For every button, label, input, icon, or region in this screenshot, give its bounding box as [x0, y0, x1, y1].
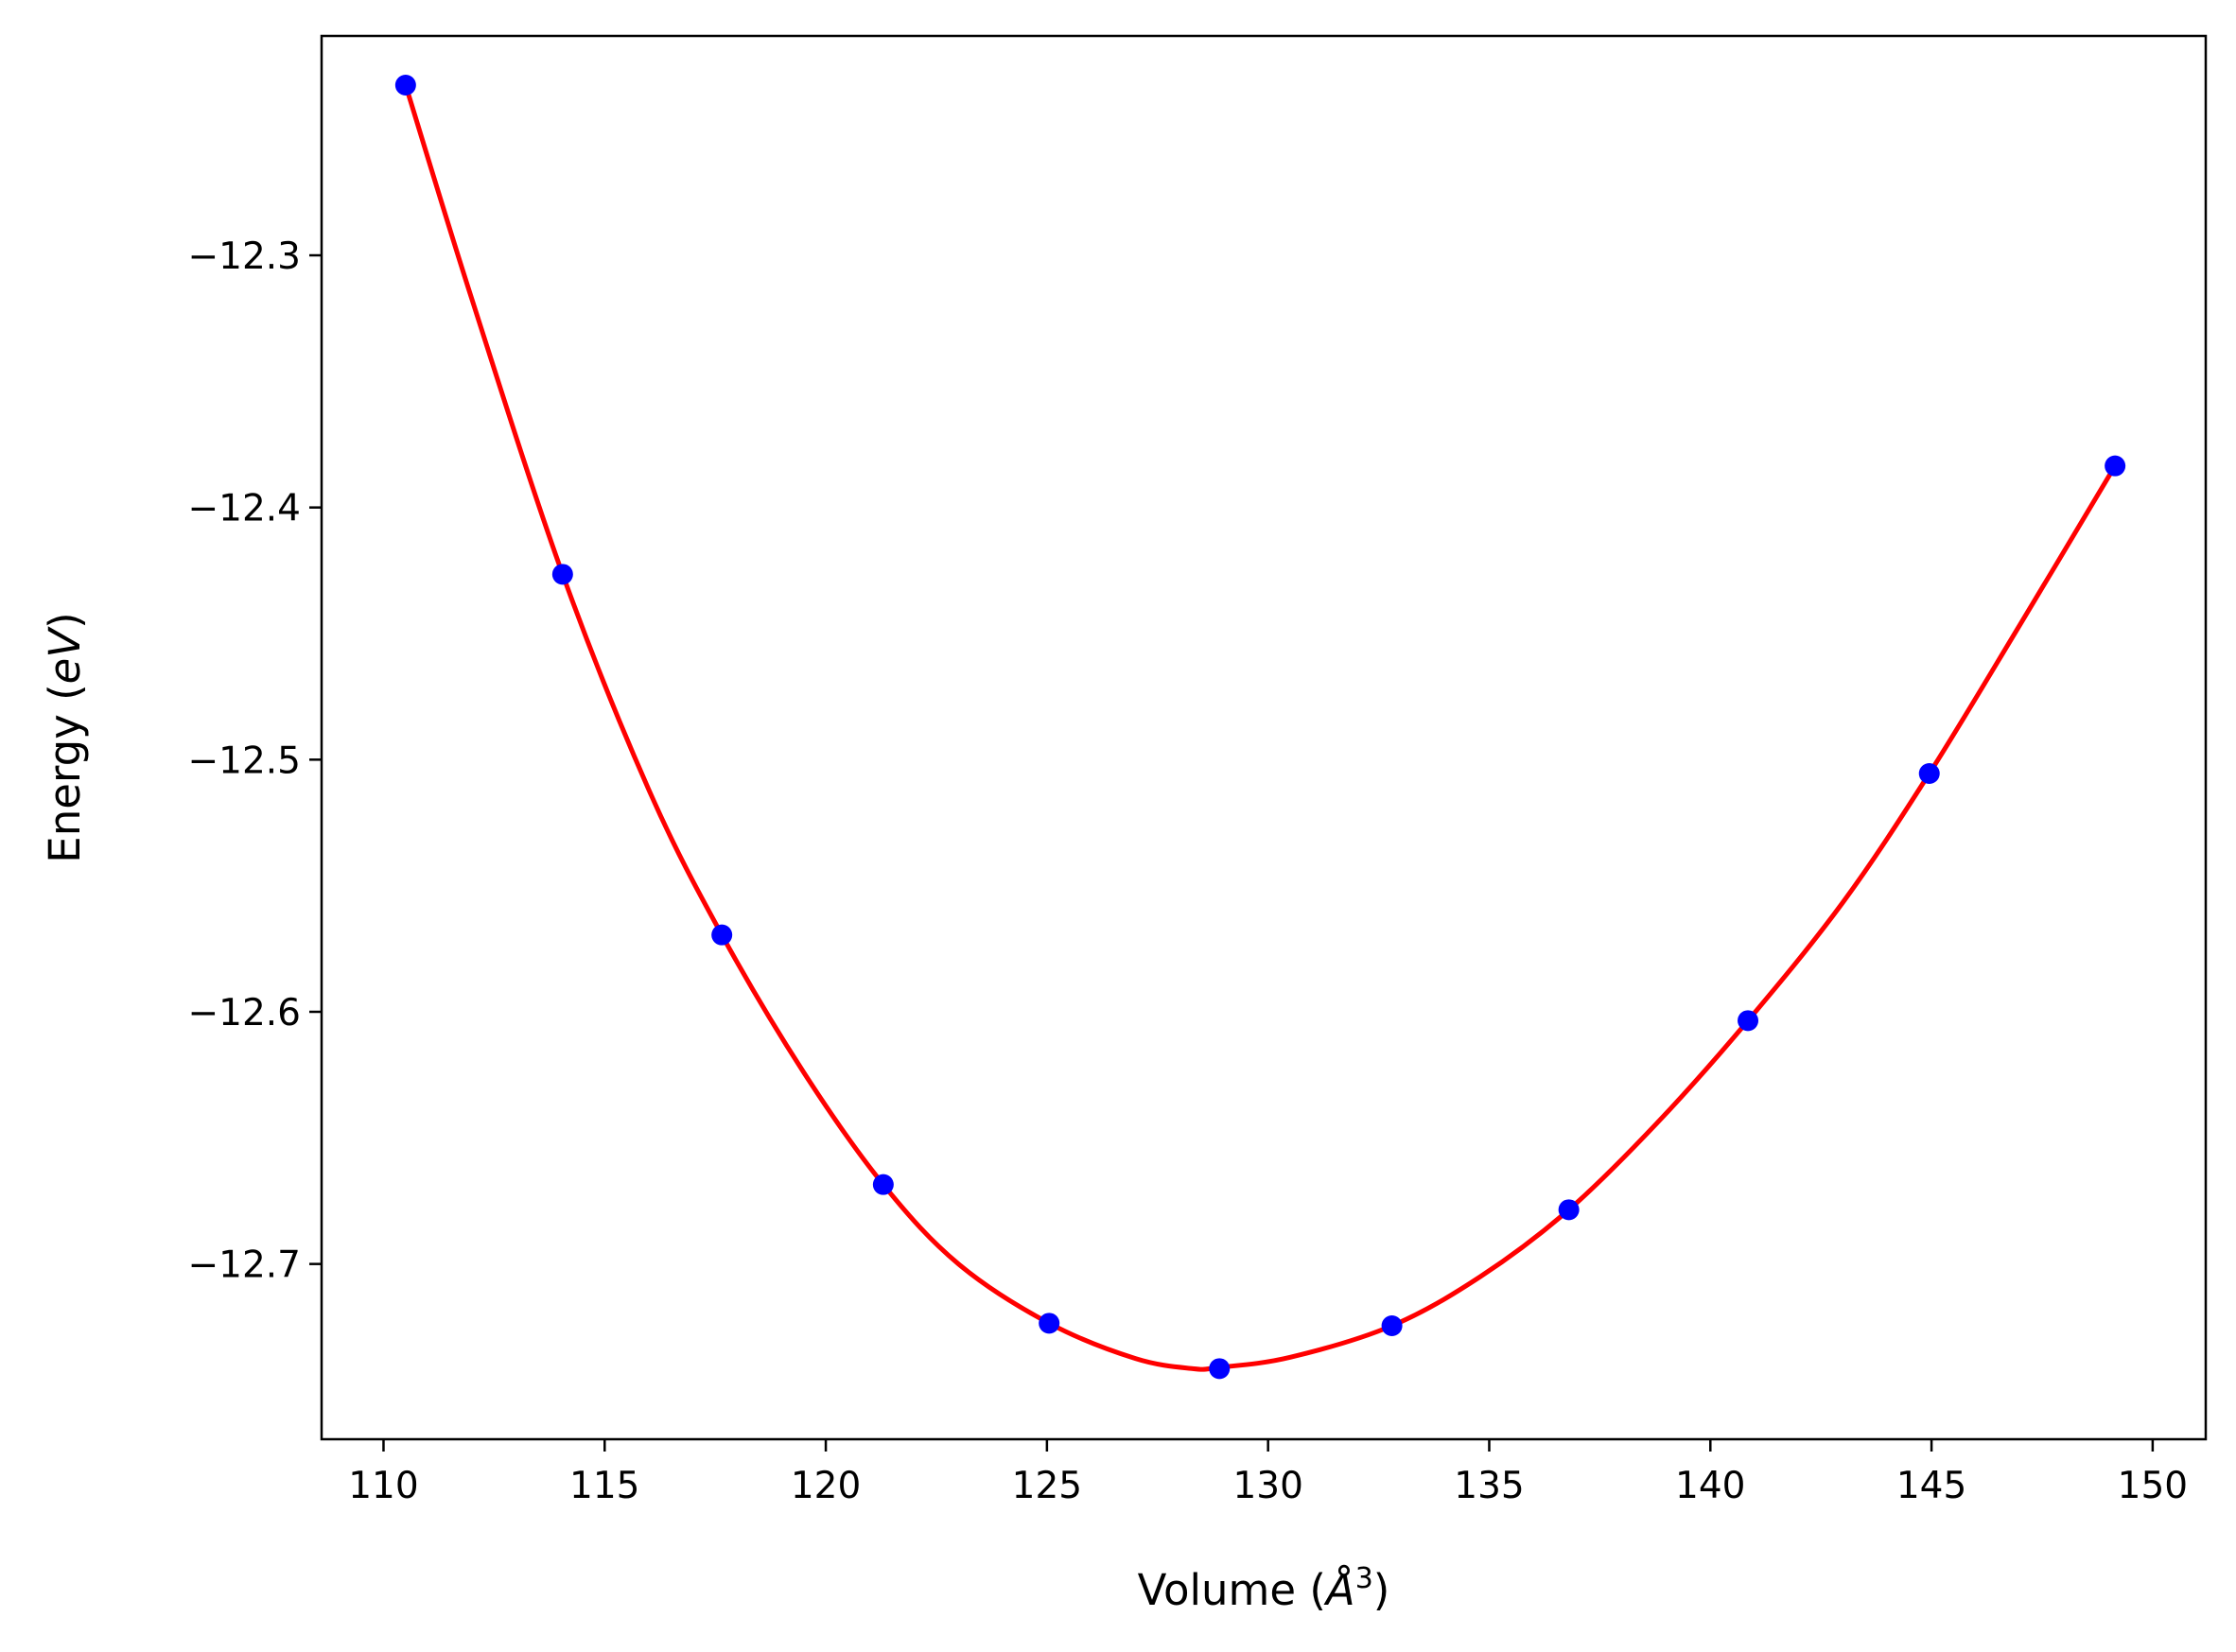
data-point [1918, 763, 1940, 784]
x-tick-label: 145 [1896, 1465, 1966, 1507]
x-tick-label: 115 [569, 1465, 639, 1507]
x-tick-label: 120 [791, 1465, 861, 1507]
data-point [1209, 1358, 1231, 1380]
x-tick-label: 135 [1454, 1465, 1524, 1507]
y-tick-label: −12.3 [187, 235, 301, 278]
y-axis-label-text: Energy ( [40, 684, 90, 862]
x-axis-label-close: ) [1373, 1565, 1390, 1615]
y-tick-label: −12.7 [187, 1244, 301, 1287]
x-tick-label: 125 [1012, 1465, 1082, 1507]
x-tick-label: 130 [1232, 1465, 1302, 1507]
x-tick-label: 110 [348, 1465, 418, 1507]
x-axis-label-symbol: Å [1323, 1565, 1355, 1615]
data-point [711, 924, 733, 946]
y-axis-ticks: −12.3 −12.4 −12.5 −12.6 −12.7 [187, 235, 322, 1287]
x-axis-label-superscript: 3 [1355, 1562, 1373, 1595]
x-tick-label: 140 [1675, 1465, 1745, 1507]
fit-curve [403, 84, 2118, 1372]
data-point [872, 1174, 894, 1195]
y-axis-label: Energy (eV) [40, 612, 90, 862]
x-tick-label: 150 [2118, 1465, 2188, 1507]
data-point [1738, 1010, 1759, 1032]
plot-frame [320, 34, 2208, 1441]
data-point [1558, 1199, 1580, 1221]
data-point [1039, 1313, 1060, 1334]
data-point [1381, 1315, 1403, 1336]
y-tick-label: −12.5 [187, 739, 301, 782]
y-axis-label-close: ) [40, 612, 90, 629]
x-axis-label: Volume (Å3) [1138, 1562, 1390, 1615]
data-point [2105, 455, 2126, 477]
y-tick-label: −12.6 [187, 992, 301, 1035]
data-point [551, 564, 573, 585]
data-point [394, 75, 416, 96]
y-axis-label-unit: eV [40, 626, 90, 685]
plot-content [394, 75, 2126, 1380]
x-axis-label-text: Volume ( [1138, 1565, 1326, 1615]
y-tick-label: −12.4 [187, 488, 301, 530]
x-axis-ticks: 110 115 120 125 130 135 140 145 150 [348, 1439, 2188, 1507]
